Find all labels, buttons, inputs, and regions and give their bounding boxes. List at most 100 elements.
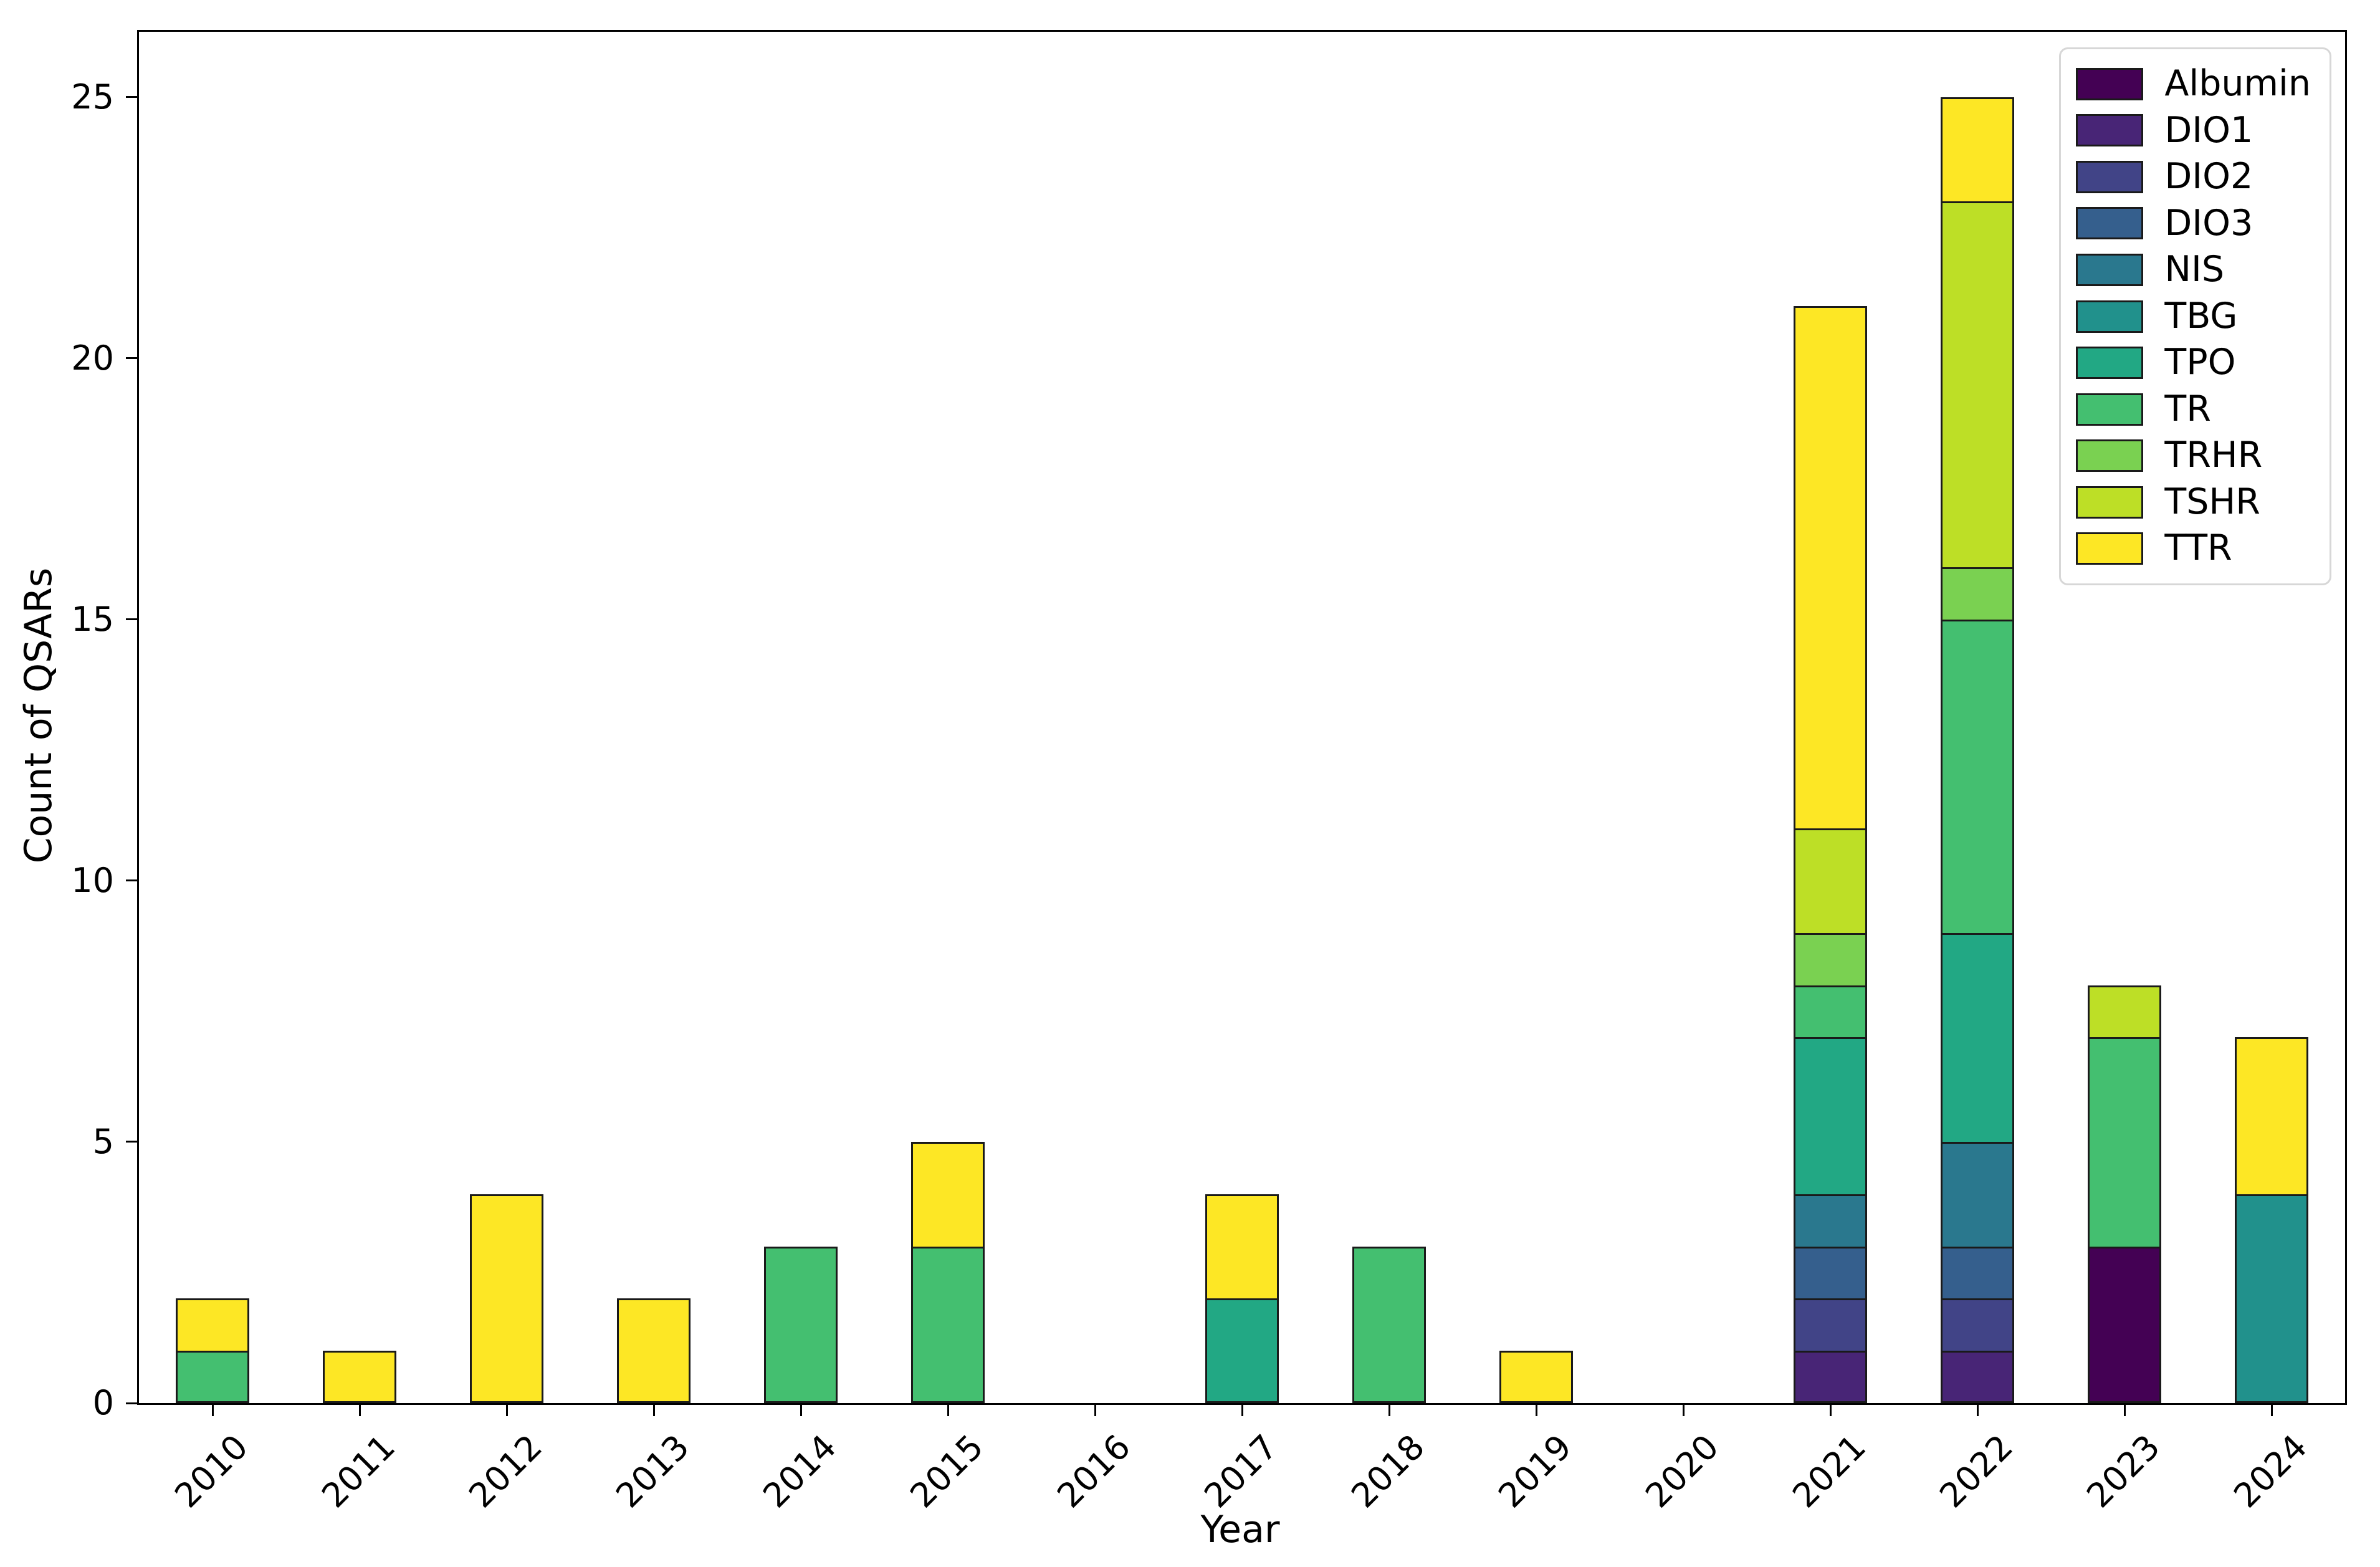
y-tick-label-15: 15 [71,599,114,639]
legend-item-DIO1: DIO1 [2076,110,2311,151]
bar-segment-2023-TR [2088,1037,2161,1248]
y-tick-mark-20 [126,357,137,360]
y-tick-mark-0 [126,1402,137,1404]
x-tick-label-2014: 2014 [755,1427,904,1515]
legend-label: TSHR [2164,481,2260,522]
legend-label: TBG [2164,295,2238,337]
legend-label: TRHR [2164,434,2263,476]
y-tick-mark-10 [126,879,137,882]
legend-label: TTR [2164,527,2232,569]
x-tick-label-2022: 2022 [1932,1427,2080,1515]
x-tick-mark-2021 [1829,1405,1832,1416]
x-tick-mark-2016 [1094,1405,1096,1416]
legend-label: DIO3 [2164,202,2253,244]
bar-segment-2024-TTR [2235,1037,2308,1196]
x-tick-label-text: 2020 [1638,1427,1727,1516]
bar-segment-2017-TTR [1205,1194,1279,1301]
x-tick-label-2016: 2016 [1049,1427,1198,1515]
x-tick-label-text: 2012 [461,1427,550,1516]
x-tick-mark-2018 [1388,1405,1390,1416]
x-tick-mark-2015 [947,1405,949,1416]
bar-segment-2015-TR [911,1246,985,1403]
legend-label: TR [2164,388,2211,429]
legend-item-TRHR: TRHR [2076,435,2311,476]
legend: Albumin DIO1 DIO2 DIO3 NIS TBG TPO TR TRHR TSHR TT… [2059,47,2331,586]
bar-segment-2022-DIO3 [1941,1246,2014,1301]
bar-segment-2021-DIO3 [1794,1246,1867,1301]
legend-swatch-DIO2 [2076,160,2144,193]
bar-segment-2010-TTR [176,1298,249,1353]
bar-segment-2021-DIO1 [1794,1351,1867,1403]
y-tick-mark-15 [126,618,137,621]
plot-area: 0 5 10 15 20 25 2010 2011 2012 2013 2014 2015 2016 2… [71,30,2347,1515]
legend-swatch-TSHR [2076,486,2144,519]
y-tick-mark-5 [126,1141,137,1143]
legend-swatch-DIO3 [2076,207,2144,240]
bar-segment-2021-TSHR [1794,828,1867,935]
x-tick-label-text: 2013 [608,1427,697,1516]
bar-segment-2023-Albumin [2088,1246,2161,1403]
legend-swatch-NIS [2076,253,2144,286]
x-tick-label-2020: 2020 [1638,1427,1786,1515]
x-tick-label-text: 2015 [902,1427,992,1516]
bar-segment-2021-TTR [1794,306,1867,831]
legend-swatch-TR [2076,393,2144,426]
y-tick-label-5: 5 [92,1121,114,1161]
x-tick-label-2010: 2010 [167,1427,315,1515]
x-tick-label-text: 2019 [1491,1427,1580,1516]
x-tick-label-2021: 2021 [1785,1427,1933,1515]
bar-segment-2018-TR [1352,1246,1426,1403]
x-tick-label-2015: 2015 [902,1427,1051,1515]
bar-segment-2021-NIS [1794,1194,1867,1248]
legend-swatch-TRHR [2076,439,2144,472]
legend-item-TR: TR [2076,388,2311,430]
bar-segment-2022-TTR [1941,97,2014,204]
bar-segment-2014-TR [764,1246,838,1403]
legend-label: TPO [2164,342,2236,383]
x-tick-mark-2014 [800,1405,802,1416]
bar-segment-2021-TRHR [1794,932,1867,987]
bar-segment-2011-TTR [323,1351,396,1403]
legend-swatch-TTR [2076,532,2144,565]
x-tick-mark-2011 [358,1405,361,1416]
x-tick-label-text: 2023 [2079,1427,2168,1516]
x-tick-label-text: 2024 [2226,1427,2315,1516]
x-tick-label-text: 2014 [755,1427,844,1516]
x-tick-label-2013: 2013 [608,1427,757,1515]
x-tick-label-text: 2016 [1049,1427,1139,1516]
x-tick-label-text: 2021 [1785,1427,1874,1516]
legend-item-DIO3: DIO3 [2076,203,2311,244]
legend-item-TBG: TBG [2076,295,2311,337]
x-tick-mark-2023 [2123,1405,2126,1416]
bar-segment-2022-DIO2 [1941,1298,2014,1353]
y-tick-label-20: 20 [71,338,114,378]
legend-swatch-Albumin [2076,67,2144,100]
bar-segment-2022-NIS [1941,1141,2014,1248]
legend-swatch-TPO [2076,347,2144,380]
legend-item-NIS: NIS [2076,249,2311,290]
legend-item-DIO2: DIO2 [2076,156,2311,198]
legend-swatch-DIO1 [2076,114,2144,147]
legend-swatch-TBG [2076,300,2144,333]
x-tick-mark-2022 [1976,1405,1979,1416]
x-tick-label-2019: 2019 [1491,1427,1639,1515]
x-tick-label-2017: 2017 [1197,1427,1345,1515]
bar-segment-2024-TBG [2235,1194,2308,1403]
x-tick-mark-2019 [1535,1405,1537,1416]
bar-segment-2013-TTR [617,1298,691,1403]
bar-segment-2010-TR [176,1351,249,1403]
bar-segment-2023-TSHR [2088,985,2161,1040]
y-tick-label-0: 0 [92,1383,114,1422]
x-tick-mark-2013 [652,1405,655,1416]
x-tick-label-2018: 2018 [1344,1427,1492,1515]
bar-segment-2021-TPO [1794,1037,1867,1196]
y-tick-label-10: 10 [71,860,114,900]
legend-label: DIO1 [2164,109,2253,151]
x-tick-label-text: 2022 [1932,1427,2021,1516]
bar-segment-2019-TTR [1499,1351,1573,1403]
x-tick-label-text: 2010 [167,1427,256,1516]
x-tick-label-text: 2018 [1344,1427,1433,1516]
x-tick-mark-2010 [211,1405,214,1416]
bar-segment-2012-TTR [470,1194,543,1403]
